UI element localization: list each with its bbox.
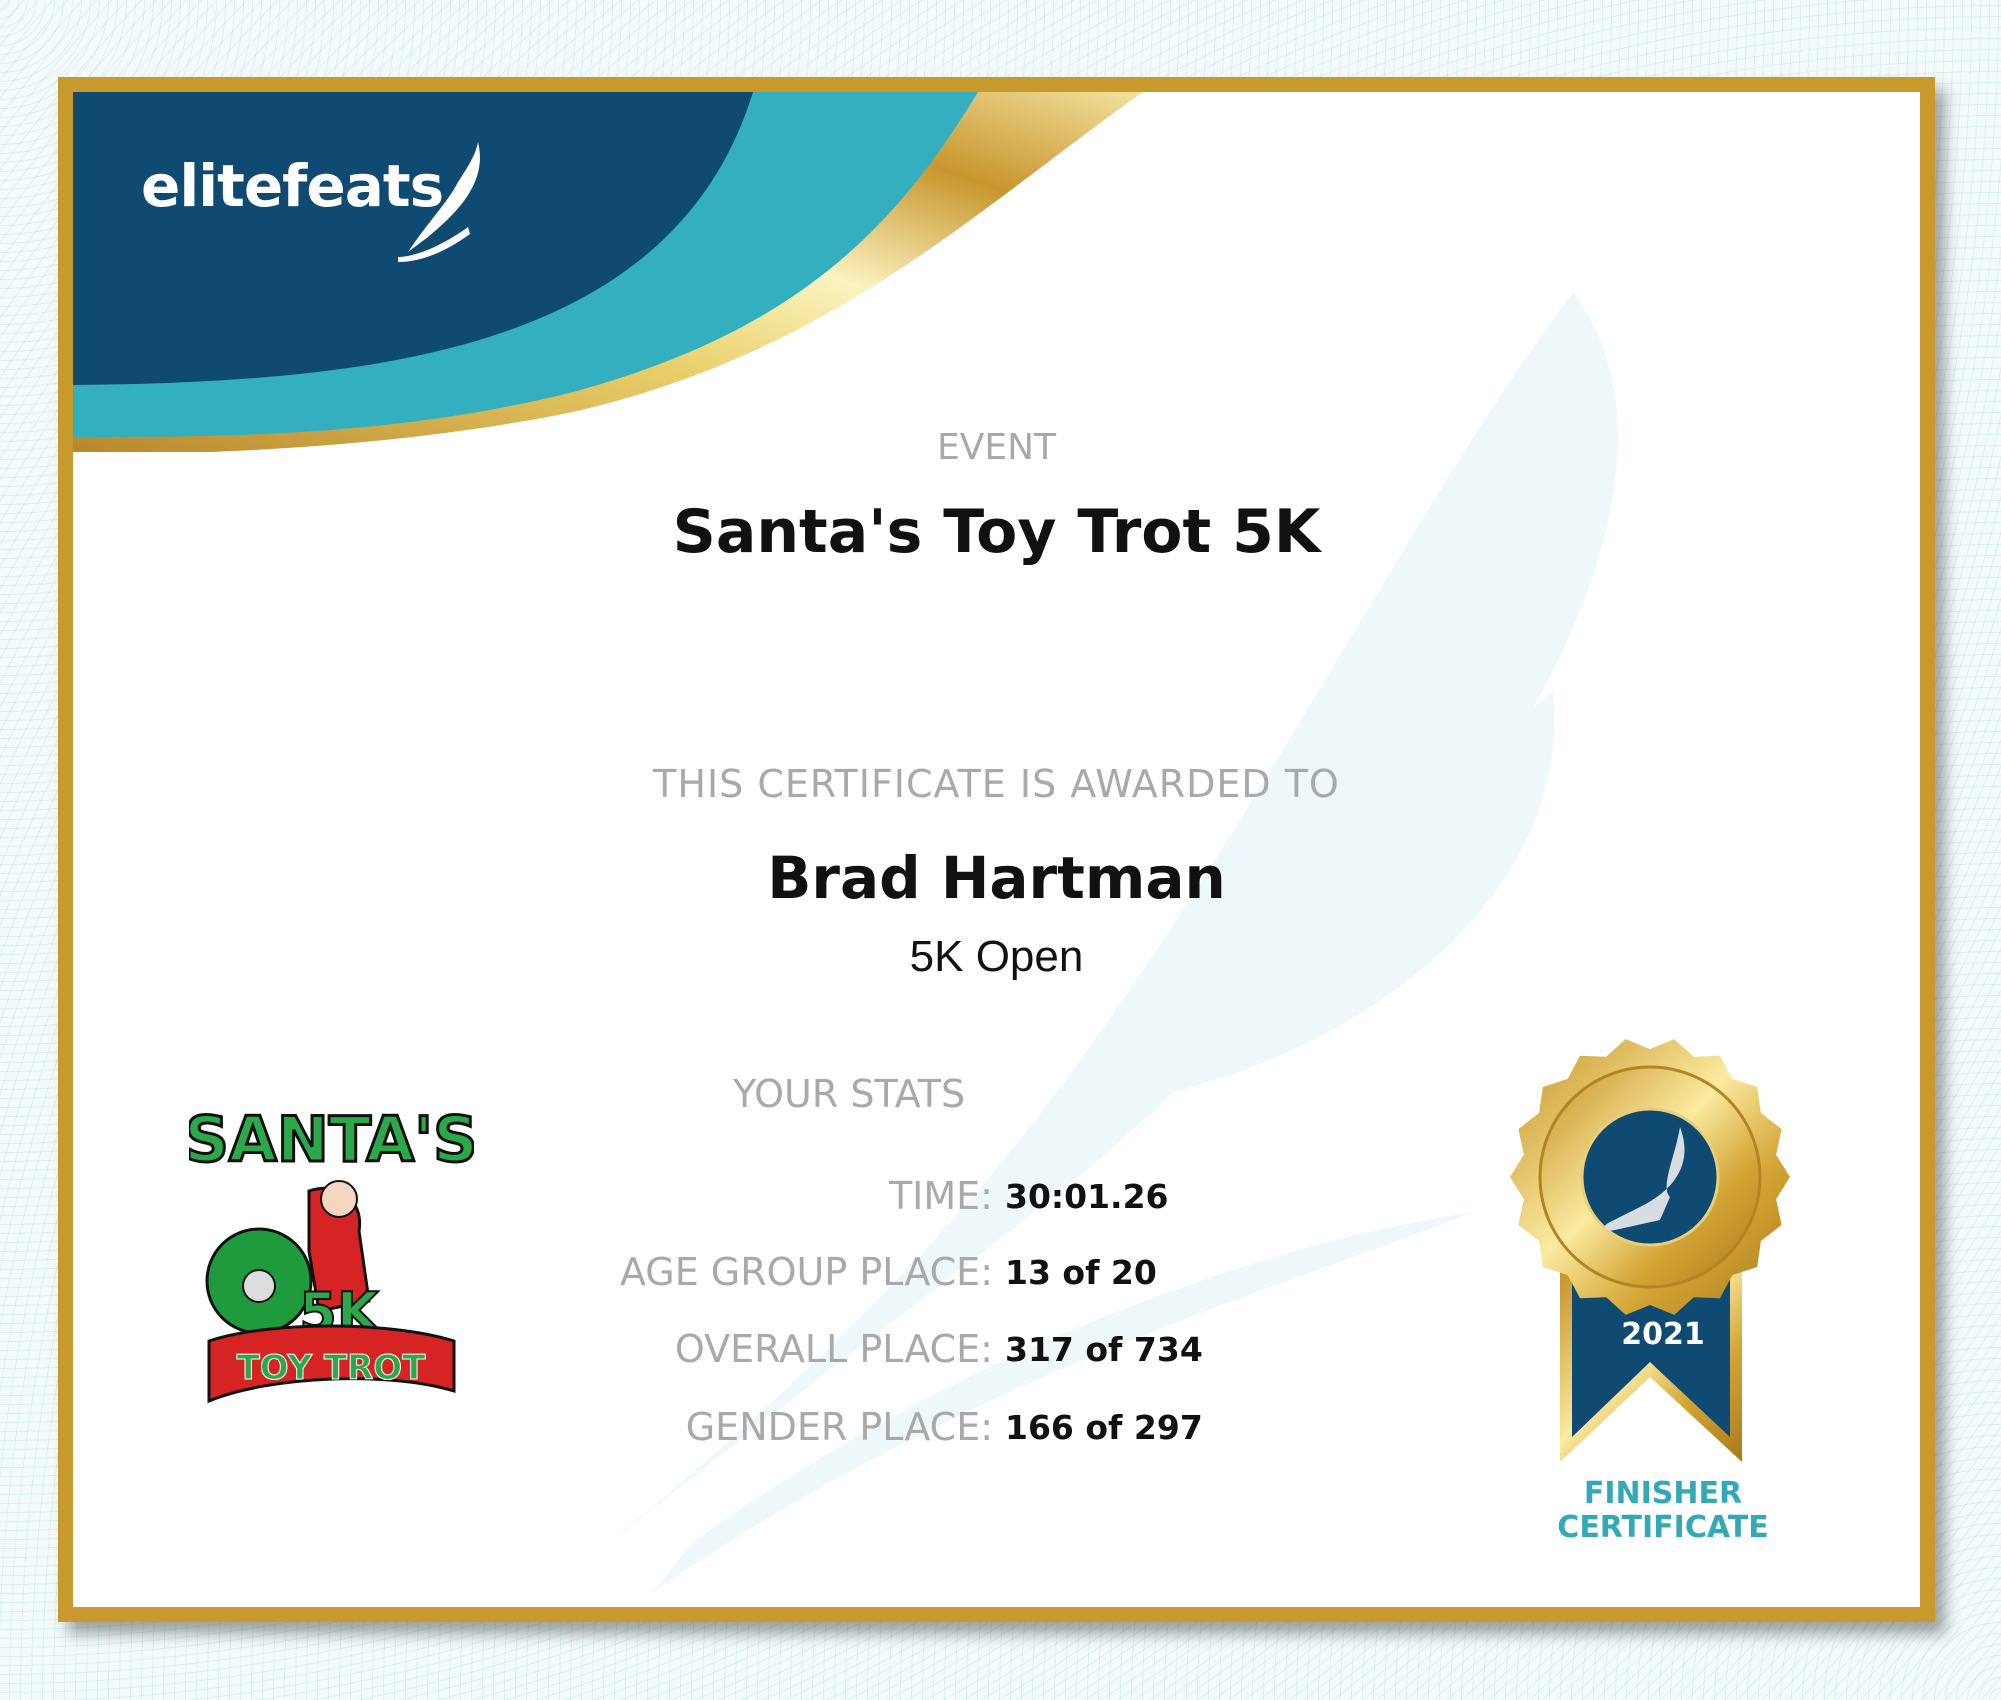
finisher-caption: FINISHER CERTIFICATE (1513, 1477, 1813, 1545)
stat-value: 13 of 20 (1005, 1253, 1157, 1292)
winged-foot-watermark (573, 292, 1618, 1592)
finisher-caption-line2: CERTIFICATE (1557, 1510, 1769, 1545)
recipient-name: Brad Hartman (767, 844, 1226, 912)
stat-row-age-group: AGE GROUP PLACE: 13 of 20 (73, 1250, 1920, 1310)
stat-row-time: TIME: 30:01.26 (73, 1174, 1920, 1234)
stat-value: 166 of 297 (1005, 1408, 1203, 1447)
certificate: elitefeats EVENT Santa's Toy Trot 5K THI… (73, 92, 1920, 1607)
winged-foot-icon (398, 142, 480, 262)
elitefeats-logo: elitefeats (141, 152, 444, 220)
stat-label: TIME: (888, 1174, 993, 1218)
header-swoosh (73, 92, 1143, 452)
santas-toy-trot-logo: SANTA'S 5K TOY TROT (189, 1102, 474, 1404)
event-label: EVENT (936, 427, 1057, 468)
stats-title: YOUR STATS (733, 1072, 966, 1116)
event-title: Santa's Toy Trot 5K (672, 497, 1321, 567)
awarded-label: THIS CERTIFICATE IS AWARDED TO (653, 762, 1340, 806)
stat-value: 317 of 734 (1005, 1330, 1203, 1369)
stat-label: AGE GROUP PLACE: (619, 1250, 993, 1294)
division: 5K Open (909, 932, 1084, 981)
stat-label: OVERALL PLACE: (674, 1327, 993, 1371)
finisher-caption-line1: FINISHER (1583, 1476, 1743, 1511)
certificate-frame: elitefeats EVENT Santa's Toy Trot 5K THI… (58, 77, 1935, 1622)
stat-row-overall: OVERALL PLACE: 317 of 734 (73, 1327, 1920, 1387)
finisher-medal (1510, 1039, 1790, 1462)
stat-value: 30:01.26 (1005, 1177, 1169, 1216)
svg-text:TOY TROT: TOY TROT (237, 1348, 427, 1388)
stat-row-gender: GENDER PLACE: 166 of 297 (73, 1405, 1920, 1465)
svg-text:SANTA'S: SANTA'S (189, 1103, 474, 1176)
medal-year: 2021 (1621, 1317, 1705, 1352)
stat-label: GENDER PLACE: (685, 1405, 993, 1449)
